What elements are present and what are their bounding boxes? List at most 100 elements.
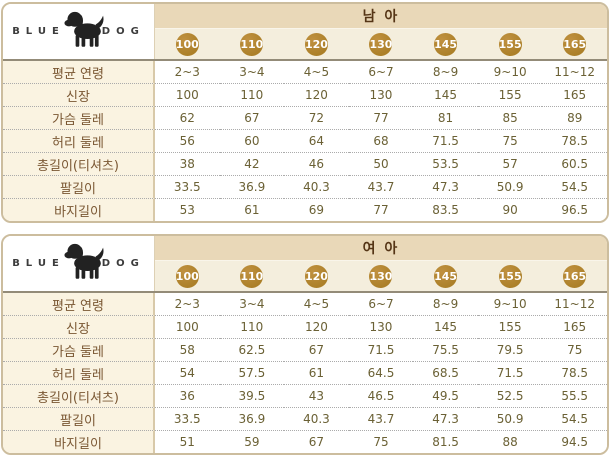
- header-right: 여 아 100 110 120 130 145 155 165: [155, 236, 607, 291]
- size-value-cell: 9~10: [477, 61, 543, 83]
- row-label: 바지길이: [3, 430, 155, 453]
- table-body: 평균 연령 2~3 3~4 4~5 6~7 8~9 9~10 11~12 신장 100 110 120…: [3, 291, 607, 453]
- size-value-cell: 54.5: [542, 407, 607, 430]
- size-value-cell: 42: [219, 152, 285, 175]
- size-value-cell: 75: [348, 430, 414, 453]
- size-value-cell: 71.5: [477, 361, 543, 384]
- row-label: 신장: [3, 315, 155, 338]
- size-value-cell: 40.3: [284, 407, 349, 430]
- sizes-row: 100 110 120 130 145 155 165: [155, 261, 607, 291]
- size-badge: 165: [563, 32, 587, 56]
- table-row: 바지길이 53 61 69 77 83.5 90 96.5: [3, 198, 607, 221]
- size-value-cell: 155: [477, 315, 543, 338]
- size-value-cell: 100: [155, 83, 220, 106]
- size-value-cell: 36: [155, 384, 220, 407]
- size-value-cell: 8~9: [413, 293, 478, 315]
- size-value-cell: 165: [542, 315, 607, 338]
- size-value-cell: 75.5: [413, 338, 478, 361]
- size-value-cell: 46.5: [348, 384, 414, 407]
- dog-icon: [63, 240, 109, 286]
- size-value-cell: 46: [284, 152, 349, 175]
- table-row: 바지길이 51 59 67 75 81.5 88 94.5: [3, 430, 607, 453]
- size-value-cell: 69: [284, 198, 349, 221]
- size-value-cell: 145: [413, 83, 478, 106]
- size-value-cell: 110: [219, 83, 285, 106]
- brand-name-right: DOG: [101, 257, 145, 269]
- size-value-cell: 8~9: [413, 61, 478, 83]
- row-label: 바지길이: [3, 198, 155, 221]
- size-value-cell: 39.5: [219, 384, 285, 407]
- size-value-cell: 51: [155, 430, 220, 453]
- size-value-cell: 60: [219, 129, 285, 152]
- size-value-cell: 58: [155, 338, 220, 361]
- size-value-cell: 61: [219, 198, 285, 221]
- size-value-cell: 68: [348, 129, 414, 152]
- size-badge: 120: [304, 264, 328, 288]
- table-row: 총길이(티셔츠) 38 42 46 50 53.5 57 60.5: [3, 152, 607, 175]
- size-value-cell: 50: [348, 152, 414, 175]
- header-right: 남 아 100 110 120 130 145 155 165: [155, 4, 607, 59]
- size-value-cell: 57: [477, 152, 543, 175]
- size-value-cell: 53.5: [413, 152, 478, 175]
- row-label: 신장: [3, 83, 155, 106]
- size-value-cell: 88: [477, 430, 543, 453]
- table-row: 평균 연령 2~3 3~4 4~5 6~7 8~9 9~10 11~12: [3, 293, 607, 315]
- size-value-cell: 100: [155, 315, 220, 338]
- size-value-cell: 11~12: [542, 61, 607, 83]
- brand-name-left: BLUE: [12, 25, 65, 37]
- size-value-cell: 130: [348, 83, 414, 106]
- size-value-cell: 43.7: [348, 175, 414, 198]
- size-value-cell: 57.5: [219, 361, 285, 384]
- size-value-cell: 110: [219, 315, 285, 338]
- size-value-cell: 47.3: [413, 407, 478, 430]
- sizes-row: 100 110 120 130 145 155 165: [155, 29, 607, 59]
- size-value-cell: 61: [284, 361, 349, 384]
- size-badge: 145: [434, 32, 458, 56]
- size-value-cell: 55.5: [542, 384, 607, 407]
- size-value-cell: 71.5: [413, 129, 478, 152]
- size-value-cell: 62.5: [219, 338, 285, 361]
- size-value-cell: 11~12: [542, 293, 607, 315]
- size-value-cell: 3~4: [219, 293, 285, 315]
- size-value-cell: 33.5: [155, 407, 220, 430]
- size-badge: 145: [434, 264, 458, 288]
- size-value-cell: 94.5: [542, 430, 607, 453]
- size-value-cell: 54.5: [542, 175, 607, 198]
- size-value-cell: 67: [284, 430, 349, 453]
- size-value-cell: 67: [219, 106, 285, 129]
- size-value-cell: 90: [477, 198, 543, 221]
- size-value-cell: 9~10: [477, 293, 543, 315]
- size-value-cell: 36.9: [219, 407, 285, 430]
- size-badge: 100: [175, 264, 199, 288]
- size-value-cell: 38: [155, 152, 220, 175]
- size-value-cell: 49.5: [413, 384, 478, 407]
- size-value-cell: 40.3: [284, 175, 349, 198]
- size-value-cell: 77: [348, 198, 414, 221]
- dog-icon: [63, 8, 109, 54]
- row-label: 팔길이: [3, 175, 155, 198]
- size-value-cell: 3~4: [219, 61, 285, 83]
- table-row: 신장 100 110 120 130 145 155 165: [3, 315, 607, 338]
- size-value-cell: 81.5: [413, 430, 478, 453]
- brand-name-right: DOG: [101, 25, 145, 37]
- size-value-cell: 96.5: [542, 198, 607, 221]
- table-row: 팔길이 33.5 36.9 40.3 43.7 47.3 50.9 54.5: [3, 407, 607, 430]
- size-value-cell: 79.5: [477, 338, 543, 361]
- table-row: 가슴 둘레 62 67 72 77 81 85 89: [3, 106, 607, 129]
- size-value-cell: 50.9: [477, 407, 543, 430]
- size-value-cell: 43.7: [348, 407, 414, 430]
- size-value-cell: 6~7: [348, 61, 414, 83]
- size-value-cell: 72: [284, 106, 349, 129]
- row-label: 가슴 둘레: [3, 106, 155, 129]
- table-row: 허리 둘레 54 57.5 61 64.5 68.5 71.5 78.5: [3, 361, 607, 384]
- size-value-cell: 85: [477, 106, 543, 129]
- size-value-cell: 145: [413, 315, 478, 338]
- brand-name-left: BLUE: [12, 257, 65, 269]
- table-row: 허리 둘레 56 60 64 68 71.5 75 78.5: [3, 129, 607, 152]
- brand-logo: BLUE: [3, 4, 155, 59]
- size-badge: 110: [240, 32, 264, 56]
- row-label: 평균 연령: [3, 61, 155, 83]
- size-value-cell: 71.5: [348, 338, 414, 361]
- size-badge: 130: [369, 32, 393, 56]
